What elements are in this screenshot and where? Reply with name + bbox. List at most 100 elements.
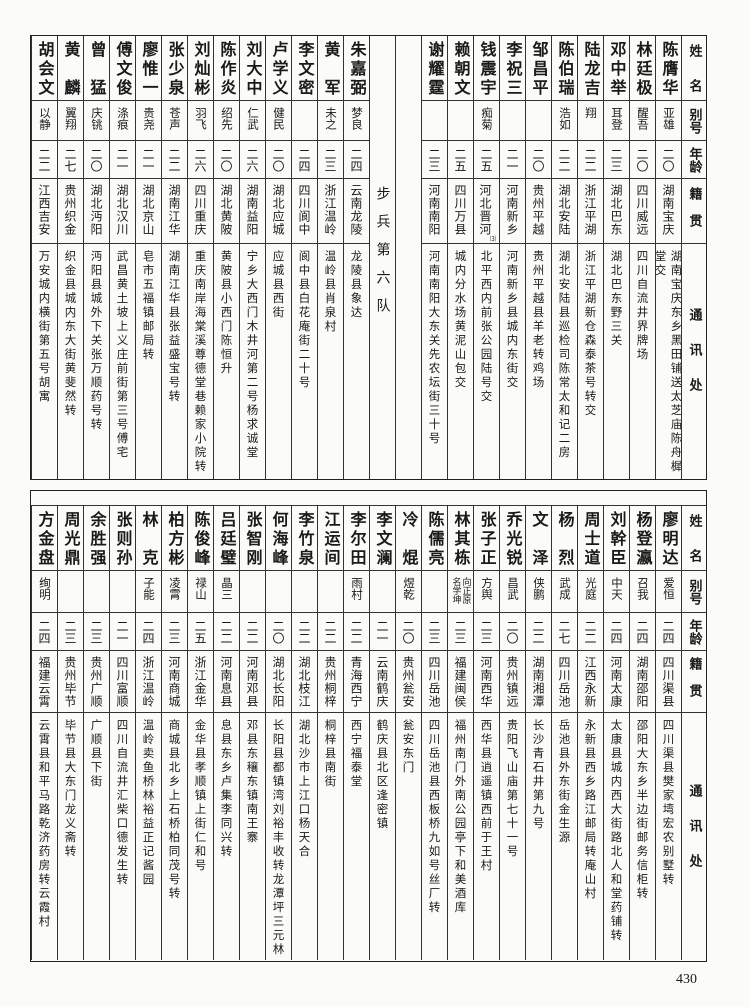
cell-address: 武昌黄土坡上义庄前街第三号傅宅	[110, 244, 135, 476]
address: 西华县逍遥镇西前于王村	[479, 719, 494, 873]
name: 冷焜	[399, 511, 419, 565]
age: 二二	[323, 619, 337, 644]
name: 李文澜	[373, 511, 393, 565]
alias: 爱恒	[662, 577, 676, 600]
age: 二一	[505, 147, 519, 172]
cell-age: 二〇	[84, 141, 109, 179]
cell-address: 桐梓县南街	[318, 713, 343, 960]
cell-alias: 健民	[266, 101, 291, 141]
origin: 贵州平越	[531, 184, 545, 236]
cell-age: 二三	[318, 141, 343, 179]
cell-origin: 河南新乡	[500, 179, 525, 244]
name: 钱震宇	[477, 41, 497, 95]
name: 黄麟	[61, 41, 81, 95]
origin: 湖北巴东	[609, 184, 623, 236]
cell-origin: 湖南益阳	[240, 179, 265, 244]
age: 二四	[297, 147, 311, 172]
cell-alias: 以静	[32, 101, 57, 141]
table-row: 张则孙 二一 四川富顺 四川自流井汇柴口德发生转	[109, 506, 135, 960]
cell-origin: 湖北长阳	[266, 651, 291, 713]
origin: 河南太康	[609, 656, 623, 708]
header-column: 姓名 别号 年龄 籍贯 通讯处	[681, 36, 706, 479]
cell-origin: 四川岳池	[552, 651, 577, 713]
cell-address: 商城县北乡上石桥柏同茂号转	[162, 713, 187, 960]
table-row: 廖惟一 贵尧 二一 湖北京山 皂市五福镇邮局转	[135, 36, 161, 479]
age: 二三	[167, 619, 181, 644]
cell-origin: 江西永新	[578, 651, 603, 713]
cell-address: 湖北安陆县巡检司陈常太和记二房	[552, 244, 577, 476]
age: 二〇	[401, 619, 415, 644]
origin: 贵州镇远	[505, 656, 519, 708]
cell-name: 廖明达	[656, 506, 681, 571]
cell-address: 织金县城内东大街黄斐然转	[58, 244, 83, 476]
header-cell-name: 姓名	[682, 36, 706, 101]
cell-alias: 仁武	[240, 101, 265, 141]
cell-origin: 四川岳池	[422, 651, 447, 713]
cell-origin: 贵州毕节	[58, 651, 83, 713]
address: 金华县孝顺镇上街仁和号	[193, 719, 208, 873]
age: 二四	[37, 619, 51, 644]
alias: 庆铫	[90, 107, 104, 130]
alias: 侠鹏	[532, 577, 546, 600]
address: 鹤庆县北区逢密镇	[375, 719, 390, 831]
table-row: 林廷极 醒吾 二〇 四川威远 四川自流井界牌场	[629, 36, 655, 479]
cell-name: 李文密	[292, 36, 317, 101]
cell-origin: 青海西宁	[344, 651, 369, 713]
cell-age: 二〇	[214, 141, 239, 179]
cell-name: 谢耀霆	[422, 36, 447, 101]
name: 周士道	[581, 511, 601, 565]
table-row: 乔光锐 昌武 二〇 贵州镇远 贵阳飞山庙第七十一号	[499, 506, 525, 960]
cell-origin: 湖南湘潭	[526, 651, 551, 713]
cell-alias: 侠鹏	[526, 571, 551, 613]
header-alias: 别号	[686, 107, 702, 134]
table-row: 廖明达 爱恒 二四 四川渠县 四川渠县樊家塆宏农别墅转	[655, 506, 681, 960]
cell-name: 李竹泉	[292, 506, 317, 571]
alias: 中天	[610, 577, 624, 600]
cell-address: 沔阳县城外下关张万顺药号转	[84, 244, 109, 476]
cell-name: 陈伯瑞	[552, 36, 577, 101]
address: 邵阳大东乡半边街邮务信柜转	[635, 719, 650, 901]
header-age: 年龄	[686, 146, 702, 173]
cell-alias: 翔	[578, 101, 603, 141]
cell-name: 林廷极	[630, 36, 655, 101]
cell-address: 西华县逍遥镇西前于王村	[474, 713, 499, 960]
name: 邹昌平	[529, 41, 549, 95]
age: 二七	[63, 147, 77, 172]
cell-name: 吕廷璧	[214, 506, 239, 571]
cell-age: 二三	[84, 613, 109, 651]
cell-origin: 贵州桐梓	[318, 651, 343, 713]
cell-name: 余胜强	[84, 506, 109, 571]
cell-alias: 翼翔	[58, 101, 83, 141]
table-row: 何海峰 二〇 湖北长阳 长阳县都镇湾刘裕丰收转龙潭坪三元林	[265, 506, 291, 960]
origin: 福建云霄	[37, 656, 51, 708]
cell-alias	[318, 571, 343, 613]
address: 四川岳池县西板桥九如号丝厂转	[427, 719, 442, 915]
address: 应城县西街	[271, 250, 286, 320]
cell-name: 刘灿彬	[188, 36, 213, 101]
cell-age: 二〇	[630, 141, 655, 179]
cell-address: 云霄县和平马路乾济药房转云霞村	[32, 713, 57, 960]
name: 赖朝文	[451, 41, 471, 95]
cell-address: 四川自流井界牌场	[630, 244, 655, 476]
address: 沔阳县城外下关张万顺药号转	[89, 250, 104, 432]
cell-alias	[240, 571, 265, 613]
name: 卢学义	[269, 41, 289, 95]
cell-alias: 痴菊	[474, 101, 499, 141]
cell-age: 二六	[188, 141, 213, 179]
cell-name: 刘幹臣	[604, 506, 629, 571]
cell-name: 柏方彬	[162, 506, 187, 571]
cell-address: 河南南阳大东关先农坛街三十号	[422, 244, 447, 476]
cell-age: 二三	[474, 613, 499, 651]
table-row: 江运间 二二 贵州桐梓 桐梓县南街	[317, 506, 343, 960]
alias: 以静	[38, 107, 52, 130]
address: 贵阳飞山庙第七十一号	[505, 719, 520, 859]
name: 陈伯瑞	[555, 41, 575, 95]
division-column: 步兵第六队	[369, 36, 395, 479]
name: 刘灿彬	[191, 41, 211, 95]
table-row: 周光鼎 二三 贵州毕节 毕节县大东门龙义斋转	[57, 506, 83, 960]
name: 方金盘	[35, 511, 55, 565]
age: 二六	[193, 147, 207, 172]
origin: 四川富顺	[115, 656, 129, 708]
table-row: 李祝三 二一 河南新乡 河南新乡县城内东街交	[499, 36, 525, 479]
origin: 贵州广顺	[89, 656, 103, 708]
